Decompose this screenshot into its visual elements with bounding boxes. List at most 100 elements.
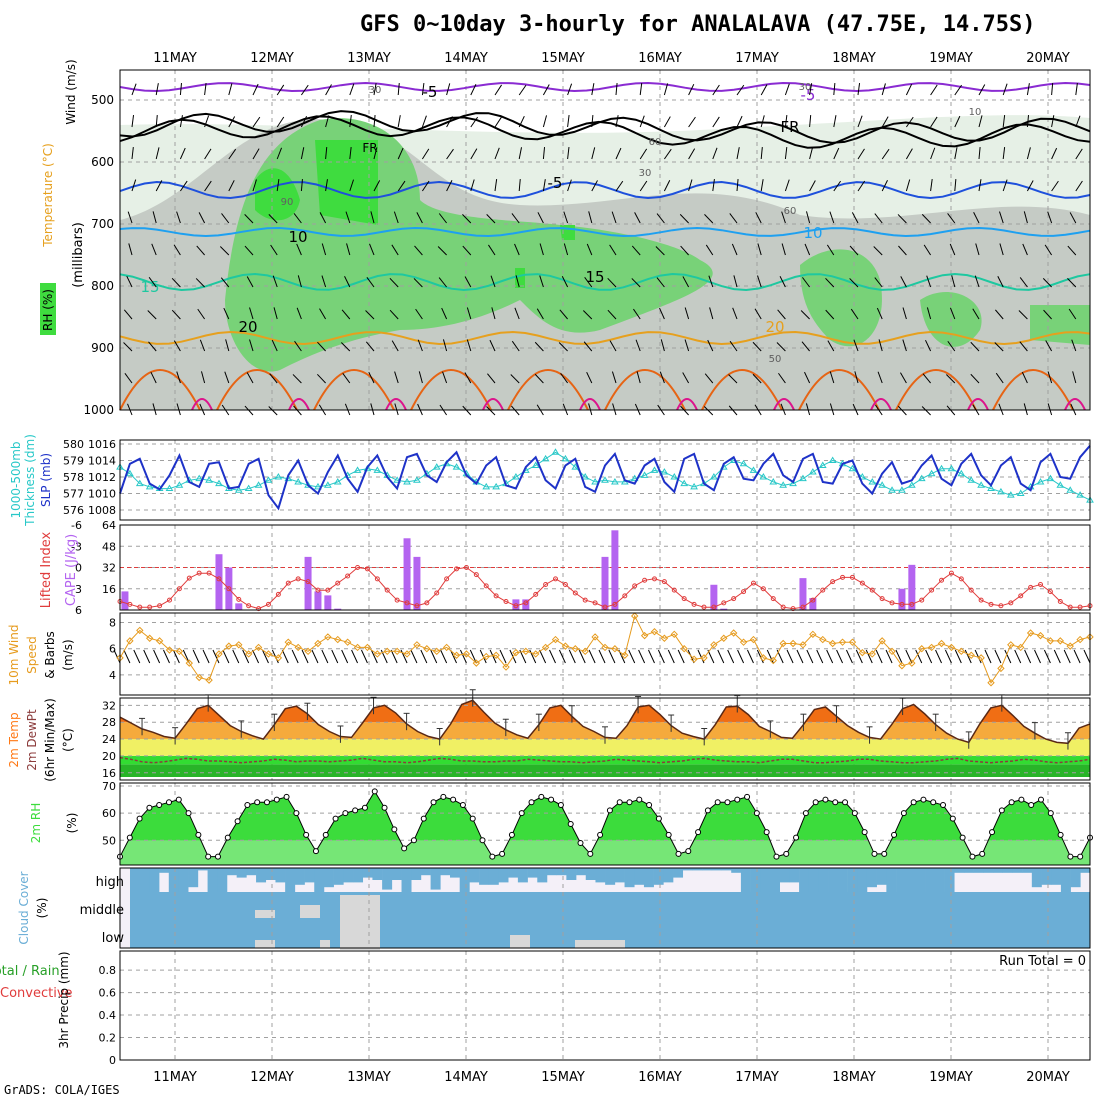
wind-speed-marker [611, 645, 619, 653]
cloud-high-bar [469, 868, 480, 883]
wind-barb-10m [806, 649, 814, 664]
wind-barb [854, 371, 859, 384]
wind-barb [442, 371, 448, 384]
wind-barb [414, 245, 423, 256]
lifted-index-marker [721, 600, 727, 606]
wind-barb [1022, 243, 1028, 256]
precip-tick-label: 0.4 [99, 1009, 117, 1022]
surface-isotherm [701, 369, 783, 411]
wind-barb [656, 213, 665, 224]
thickness-marker [789, 479, 797, 487]
isotherm-label: FR [362, 141, 377, 155]
lifted-index-marker [533, 591, 539, 597]
wind-barb [809, 147, 814, 160]
wind-barb [729, 213, 738, 224]
wind-barb [491, 307, 496, 320]
rh-contour-label: 60 [784, 206, 797, 217]
cloud-high-bar [1041, 868, 1052, 885]
wind-barb [152, 403, 157, 416]
wind-barb [173, 244, 181, 256]
wind-speed-marker [828, 639, 837, 648]
wind-barb [582, 310, 593, 320]
wind-barb [514, 243, 520, 256]
wind-barb [973, 212, 980, 224]
wind-barb [736, 115, 743, 128]
lifted-index-marker [562, 582, 568, 587]
cloud-high-bar [226, 868, 237, 876]
wind-barb [1019, 277, 1028, 288]
thickness-marker [274, 473, 283, 480]
cloud-high-bar [653, 868, 664, 885]
wind-barb [441, 307, 448, 320]
wind-speed-marker [244, 650, 253, 658]
rh2m-marker [381, 804, 388, 811]
cloud-high-bar [178, 868, 189, 892]
thickness-marker [927, 469, 936, 477]
wind-barb [123, 309, 133, 320]
lifted-index-marker [859, 580, 865, 586]
wind-barb [877, 371, 883, 384]
cape-bar [601, 556, 609, 610]
wind-barb [389, 277, 399, 288]
wind-barb [615, 83, 618, 96]
wind-speed-marker [126, 637, 134, 645]
wind-barb [975, 243, 980, 256]
cloud-high-bar [983, 868, 994, 873]
lifted-index-marker [246, 603, 252, 609]
wind-barb-10m [153, 649, 161, 664]
cape-bar [121, 591, 129, 610]
wind-speed-marker [264, 650, 273, 658]
wind-barb [204, 115, 210, 128]
wind-speed-marker [937, 639, 946, 648]
wind-barb [736, 179, 739, 192]
wind-barb-10m [1034, 649, 1041, 664]
wind-barb [344, 403, 351, 416]
thickness-marker [937, 464, 946, 472]
rh2m-area [120, 791, 1090, 865]
rh2m-marker [342, 810, 349, 817]
wind-speed-marker [650, 628, 659, 636]
wind-barb [728, 374, 738, 384]
cape-bar [334, 608, 342, 610]
rh2m-marker [1077, 853, 1084, 860]
lifted-index-axis-label: Lifted Index [39, 531, 54, 608]
rh2m-marker [165, 799, 172, 806]
wind-barb [930, 179, 933, 192]
cloud-row-label: high [96, 875, 124, 890]
wind-barb [179, 180, 188, 192]
wind-barb-10m [796, 649, 804, 664]
wind-barb [949, 307, 956, 320]
wind-barb [317, 341, 326, 352]
cloud-high-bar [130, 868, 140, 892]
lifted-index-marker [454, 566, 460, 572]
cloud-axis-label: Cloud Cover [17, 871, 31, 944]
cloud-high-bar [1022, 868, 1033, 873]
cloud-high-bar [275, 868, 286, 883]
lifted-index-marker [770, 596, 776, 602]
date-label-top: 12MAY [250, 51, 294, 66]
wind-speed-marker [700, 654, 708, 662]
wind-barb [494, 179, 498, 192]
date-label-top: 11MAY [153, 51, 197, 66]
lifted-index-marker [1028, 584, 1034, 590]
date-label-bottom: 16MAY [638, 1070, 682, 1085]
wind-barb [978, 147, 981, 160]
cape-bar [314, 591, 322, 610]
precip-tick-label: 0.8 [99, 964, 117, 977]
wind-barb [974, 275, 980, 288]
cloud-high-bar [343, 868, 354, 883]
precip-tick-label: 0.6 [99, 987, 117, 1000]
wind-barb-10m [232, 649, 240, 664]
isotherm-line [119, 226, 1091, 238]
wind-barb [421, 115, 427, 128]
wind-barb [801, 341, 810, 352]
wind-barb [760, 84, 768, 96]
thickness-marker [195, 474, 204, 482]
cloud-high-bar [614, 868, 625, 883]
lifted-index-marker [305, 579, 311, 585]
wind-barb [1075, 148, 1083, 160]
thickness-marker [650, 466, 659, 473]
wind-barb [368, 371, 375, 384]
cloud-high-bar [333, 868, 344, 885]
cloud-high-bar [1051, 868, 1062, 885]
